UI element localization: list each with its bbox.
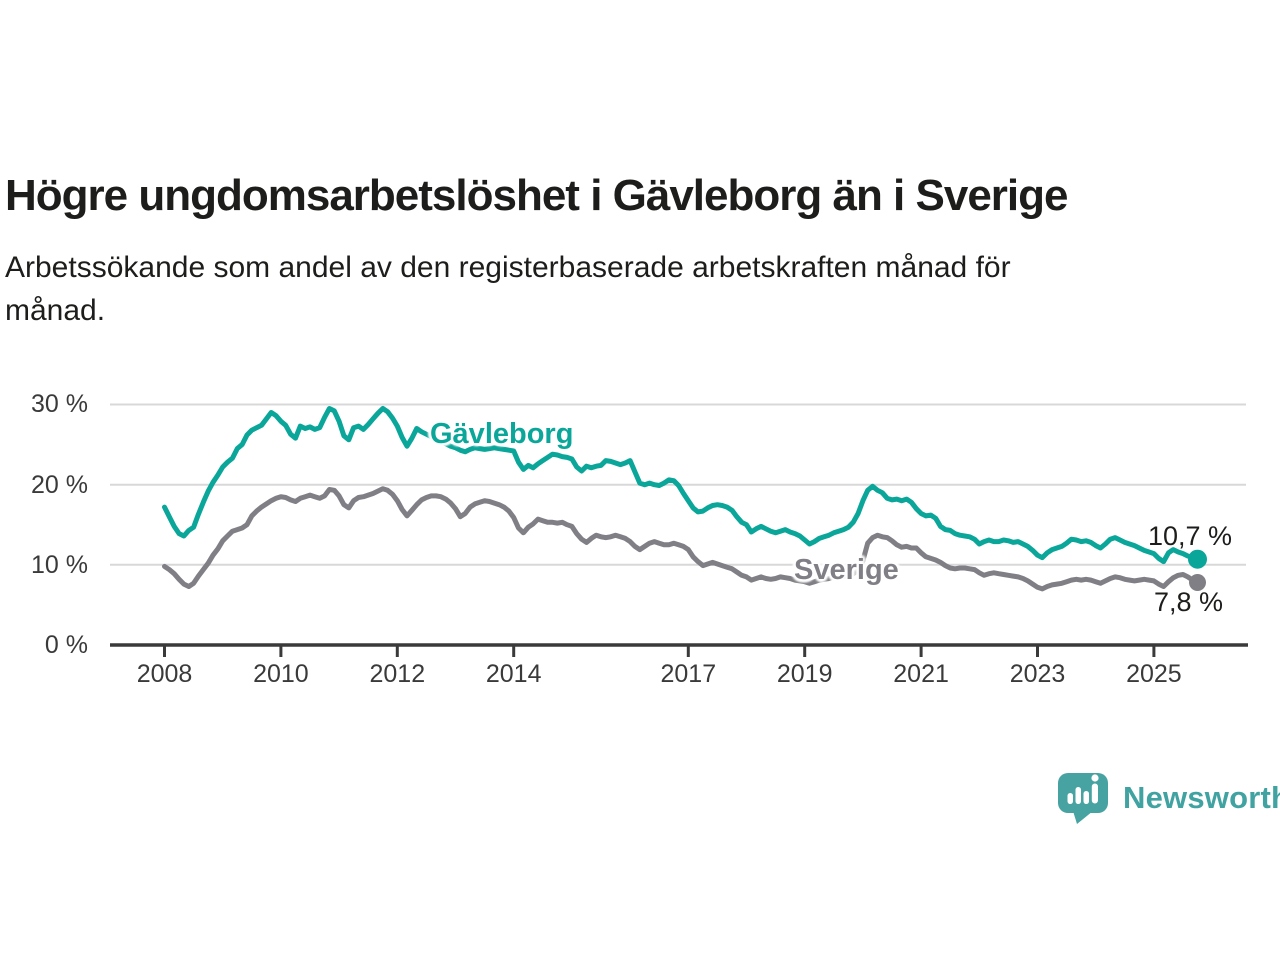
series-line-sverige	[162, 486, 1200, 592]
x-tick-label: 2017	[660, 660, 717, 688]
series-label-sverige: Sverige	[794, 554, 899, 586]
x-tick-label: 2008	[136, 660, 193, 688]
newsworthy-bubble-chart-icon	[1058, 773, 1108, 824]
page-title: Högre ungdomsarbetslöshet i Gävleborg än…	[5, 171, 1068, 221]
newsworthy-wordmark: Newsworthy	[1123, 780, 1280, 815]
y-tick-label: 0 %	[44, 631, 88, 659]
series-line-gavleborg	[162, 406, 1200, 565]
series-label-gavleborg: Gävleborg	[430, 418, 574, 450]
endpoint-dot-sverige	[1189, 574, 1206, 591]
subtitle-line: Arbetssökande som andel av den registerb…	[5, 251, 1011, 284]
x-tick-label: 2023	[1009, 660, 1066, 688]
end-value-label-gavleborg: 10,7 %	[1147, 521, 1232, 551]
x-tick-label: 2021	[893, 660, 949, 688]
end-value-label-sverige: 7,8 %	[1153, 587, 1223, 617]
subtitle-line: månad.	[5, 294, 106, 327]
y-tick-label: 20 %	[31, 470, 88, 499]
x-tick-label: 2014	[485, 660, 542, 688]
newsworthy-logo: Newsworthy	[1057, 771, 1280, 825]
chart-subtitle: Arbetssökande som andel av den registerb…	[5, 246, 1011, 332]
y-tick-label: 30 %	[31, 390, 88, 419]
x-tick-label: 2010	[253, 660, 309, 688]
x-tick-label: 2012	[369, 660, 426, 688]
x-tick-label: 2019	[776, 660, 833, 688]
x-tick-label: 2025	[1126, 660, 1182, 688]
y-tick-label: 10 %	[31, 550, 88, 579]
endpoint-dot-gavleborg	[1188, 549, 1207, 569]
